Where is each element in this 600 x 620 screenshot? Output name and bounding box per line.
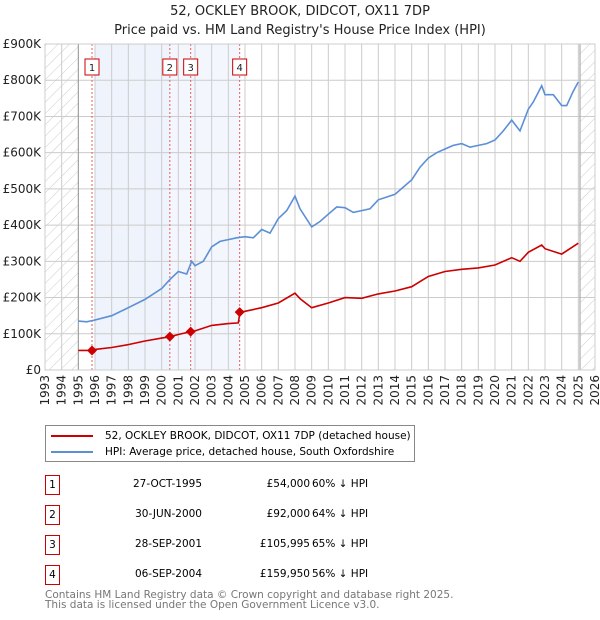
y-tick-label: £0: [26, 363, 41, 377]
sale-label-box: [84, 58, 100, 76]
sale-label: 3: [187, 63, 193, 74]
x-tick-label: 1998: [121, 375, 135, 406]
sale-label: 2: [167, 63, 173, 74]
y-tick-label: £900K: [3, 37, 43, 51]
hatched-region: [580, 44, 595, 370]
sale-label: 1: [89, 63, 95, 74]
x-tick-label: 2005: [238, 375, 252, 406]
x-tick-label: 1996: [88, 375, 102, 406]
legend-label: HPI: Average price, detached house, Sout…: [105, 446, 395, 458]
x-tick-label: 1999: [138, 375, 152, 406]
y-tick-label: £500K: [3, 182, 43, 196]
sale-label: 4: [236, 63, 242, 74]
sale-date: 27-OCT-1995: [133, 478, 202, 490]
y-tick-label: £100K: [3, 327, 43, 341]
shaded-band: [95, 44, 170, 370]
y-tick-label: £300K: [3, 254, 43, 268]
legend-label: 52, OCKLEY BROOK, DIDCOT, OX11 7DP (deta…: [105, 430, 411, 442]
sale-marker-badge: 2: [45, 505, 60, 525]
title-line-2: Price paid vs. HM Land Registry's House …: [114, 23, 486, 38]
x-tick-label: 2018: [455, 375, 469, 406]
x-tick-label: 2009: [305, 375, 319, 406]
y-tick-label: £200K: [3, 291, 43, 305]
x-tick-label: 2021: [505, 375, 519, 406]
transaction-row: 2 30-JUN-2000 £92,000 64% ↓ HPI: [45, 505, 465, 525]
x-tick-label: 2023: [538, 375, 552, 406]
sale-point: [87, 345, 97, 356]
x-tick-label: 2024: [555, 375, 569, 406]
x-tick-label: 2007: [271, 375, 285, 406]
legend-swatch: [51, 435, 93, 437]
x-tick-label: 2006: [255, 375, 269, 406]
sale-marker-badge: 3: [45, 535, 60, 555]
y-tick-label: £800K: [3, 73, 43, 87]
x-tick-label: 2002: [188, 375, 202, 406]
sale-marker-badge: 1: [45, 475, 60, 495]
x-tick-label: 2025: [571, 375, 585, 406]
sale-label-box: [232, 58, 248, 76]
transaction-row: 1 27-OCT-1995 £54,000 60% ↓ HPI: [45, 475, 465, 495]
transaction-row: 4 06-SEP-2004 £159,950 56% ↓ HPI: [45, 565, 465, 585]
price-chart: £0 £100K £200K £300K £400K £500K £600K £700K £80…: [3, 37, 600, 406]
title-line-1: 52, OCKLEY BROOK, DIDCOT, OX11 7DP: [170, 4, 430, 19]
x-tick-label: 2004: [221, 375, 235, 406]
x-tick-label: 2019: [471, 375, 485, 406]
x-tick-label: 2010: [321, 375, 335, 406]
transaction-row: 3 28-SEP-2001 £105,995 65% ↓ HPI: [45, 535, 465, 555]
legend-item-property: 52, OCKLEY BROOK, DIDCOT, OX11 7DP (deta…: [51, 430, 411, 442]
x-tick-label: 2020: [488, 375, 502, 406]
x-tick-label: 2014: [388, 375, 402, 406]
sale-price: £54,000: [266, 478, 310, 490]
sale-date: 06-SEP-2004: [134, 568, 202, 580]
x-tick-label: 1995: [71, 375, 85, 406]
chart-title: 52, OCKLEY BROOK, DIDCOT, OX11 7DP Price…: [0, 2, 600, 40]
series-line: [78, 242, 579, 352]
x-tick-label: 1993: [38, 375, 52, 406]
sale-point: [185, 326, 196, 337]
sale-point: [234, 307, 245, 318]
sale-date: 30-JUN-2000: [135, 508, 202, 520]
x-tick-label: 2012: [355, 375, 369, 406]
sale-date: 28-SEP-2001: [134, 538, 202, 550]
y-tick-label: £600K: [3, 146, 43, 160]
sale-price: £92,000: [266, 508, 310, 520]
legend: 52, OCKLEY BROOK, DIDCOT, OX11 7DP (deta…: [45, 425, 415, 462]
hpi-diff: 56% ↓ HPI: [312, 568, 369, 580]
x-tick-label: 2022: [521, 375, 535, 406]
x-tick-label: 2001: [171, 375, 185, 406]
hpi-diff: 64% ↓ HPI: [312, 508, 369, 520]
x-tick-label: 2026: [588, 375, 600, 406]
x-tick-label: 2003: [205, 375, 219, 406]
sale-price: £159,950: [259, 568, 310, 580]
x-tick-label: 2015: [405, 375, 419, 406]
sale-label-box: [183, 58, 199, 76]
x-tick-label: 2011: [338, 375, 352, 406]
x-tick-label: 2016: [421, 375, 435, 406]
x-tick-label: 1994: [55, 375, 69, 406]
legend-swatch: [51, 451, 93, 453]
sale-marker-badge: 4: [45, 565, 60, 585]
footer: Contains HM Land Registry data © Crown c…: [45, 589, 454, 611]
hpi-diff: 60% ↓ HPI: [312, 478, 369, 490]
sale-price: £105,995: [259, 538, 310, 550]
y-tick-label: £400K: [3, 218, 43, 232]
sale-label-box: [162, 58, 178, 76]
y-tick-label: £700K: [3, 109, 43, 123]
x-tick-label: 2000: [155, 375, 169, 406]
hpi-diff: 65% ↓ HPI: [312, 538, 369, 550]
footer-line-1: Contains HM Land Registry data © Crown c…: [45, 589, 454, 601]
sale-point: [164, 331, 175, 342]
footer-line-2: This data is licensed under the Open Gov…: [45, 599, 380, 611]
x-tick-label: 2017: [438, 375, 452, 406]
shaded-band: [169, 44, 240, 370]
plot-border: [44, 43, 596, 371]
x-tick-label: 2008: [288, 375, 302, 406]
legend-item-hpi: HPI: Average price, detached house, Sout…: [51, 446, 394, 458]
series-line: [78, 81, 580, 323]
x-tick-label: 2013: [371, 375, 385, 406]
x-tick-label: 1997: [105, 375, 119, 406]
